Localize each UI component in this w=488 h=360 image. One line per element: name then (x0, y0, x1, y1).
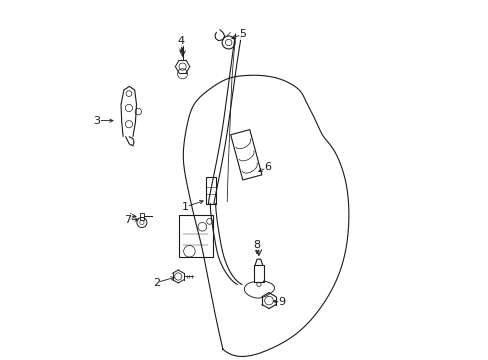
Text: 1: 1 (181, 202, 188, 212)
Text: 3: 3 (93, 116, 100, 126)
Text: 5: 5 (239, 29, 245, 39)
Text: 9: 9 (278, 297, 285, 307)
Text: 4: 4 (178, 36, 184, 46)
Text: 7: 7 (123, 215, 131, 225)
Text: 2: 2 (152, 278, 160, 288)
Text: 8: 8 (253, 240, 260, 250)
Text: 6: 6 (264, 162, 271, 172)
